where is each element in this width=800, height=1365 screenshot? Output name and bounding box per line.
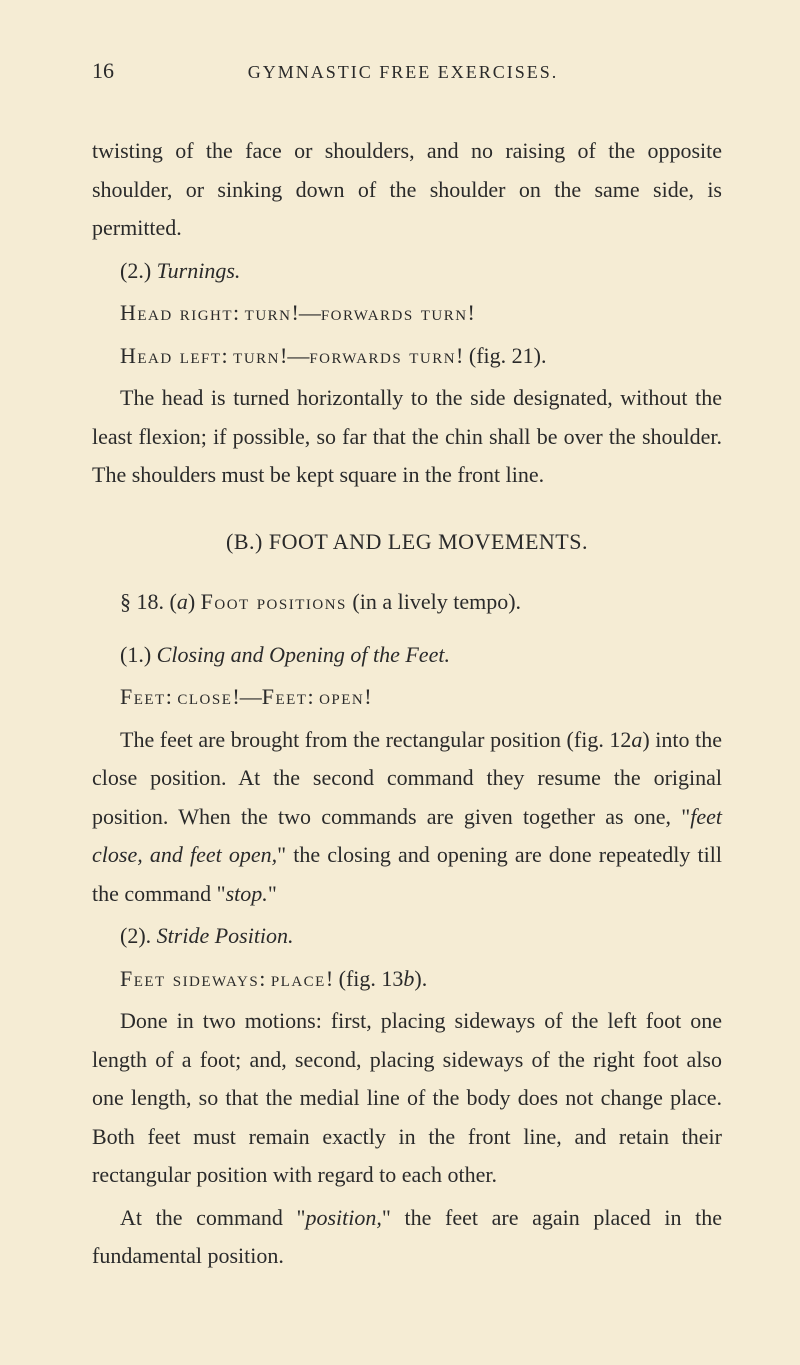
closing-num: (1.) xyxy=(120,642,157,667)
feet-side-b: b xyxy=(403,966,414,991)
running-title: GYMNASTIC FREE EXERCISES. xyxy=(114,62,692,83)
feet-side-fig: ! (fig. 13 xyxy=(326,966,404,991)
section-b-title: (B.) FOOT AND LEG MOVEMENTS. xyxy=(92,523,722,562)
stride-num: (2). xyxy=(120,923,157,948)
para5-pos: position, xyxy=(306,1205,382,1230)
body-text: twisting of the face or shoulders, and n… xyxy=(92,132,722,1276)
feet-side-cmd: place xyxy=(271,966,326,991)
head-left-colon: : xyxy=(222,343,234,368)
feet-open-cmd: open xyxy=(319,684,364,709)
s18-prefix: § 18. ( xyxy=(120,589,177,614)
page-number: 16 xyxy=(92,58,114,84)
s18-a: a xyxy=(177,589,188,614)
stride-description: Done in two motions: first, placing side… xyxy=(92,1002,722,1195)
head-right-excl: ! xyxy=(468,300,475,325)
feet-sideways-command: Feet sideways: place! (fig. 13b). xyxy=(92,960,722,999)
head-right-command: Head right: turn!—forwards turn! xyxy=(92,294,722,333)
feet-close-dash: !— xyxy=(232,684,261,709)
closing-opening-heading: (1.) Closing and Opening of the Feet. xyxy=(92,636,722,675)
s18-foot: Foot positions xyxy=(201,589,347,614)
head-right-turn: turn xyxy=(245,300,292,325)
head-right-colon: : xyxy=(233,300,245,325)
turnings-label: Turnings. xyxy=(157,258,241,283)
head-left-fwd: forwards turn xyxy=(309,343,456,368)
stride-title: Stride Position. xyxy=(157,923,294,948)
position-command-desc: At the command "position," the feet are … xyxy=(92,1199,722,1276)
stride-heading: (2). Stride Position. xyxy=(92,917,722,956)
head-left-turn: turn xyxy=(233,343,280,368)
head-left-command: Head left: turn!—forwards turn! (fig. 21… xyxy=(92,337,722,376)
s18-mid: ) xyxy=(188,589,201,614)
turnings-heading: (2.) Turnings. xyxy=(92,252,722,291)
feet-side-colon: : xyxy=(259,966,271,991)
para3-stop: stop. xyxy=(226,881,268,906)
feet-open-sc: Feet xyxy=(262,684,308,709)
feet-open-colon: : xyxy=(307,684,319,709)
head-right-dash: !— xyxy=(292,300,321,325)
head-right-fwd: forwards turn xyxy=(321,300,468,325)
page-header: 16 GYMNASTIC FREE EXERCISES. xyxy=(92,58,722,84)
feet-close-open-command: Feet: close!—Feet: open! xyxy=(92,678,722,717)
feet-description: The feet are brought from the rectangula… xyxy=(92,721,722,914)
head-left-sc: Head left xyxy=(120,343,222,368)
feet-open-excl: ! xyxy=(364,684,371,709)
feet-close-sc: Feet xyxy=(120,684,166,709)
feet-close-cmd: close xyxy=(177,684,232,709)
s18-end: (in a lively tempo). xyxy=(347,589,521,614)
para3-d: " xyxy=(268,881,277,906)
para3-a-italic: a xyxy=(631,727,642,752)
head-right-sc: Head right xyxy=(120,300,233,325)
turnings-number: (2.) xyxy=(120,258,157,283)
head-turn-description: The head is turned horizontally to the s… xyxy=(92,379,722,495)
feet-close-colon: : xyxy=(166,684,178,709)
para3-a: The feet are brought from the rectangula… xyxy=(120,727,631,752)
head-left-dash: !— xyxy=(280,343,309,368)
feet-side-sc: Feet sideways xyxy=(120,966,259,991)
s18-heading: § 18. (a) Foot positions (in a lively te… xyxy=(92,583,722,622)
paragraph-continuation: twisting of the face or shoulders, and n… xyxy=(92,132,722,248)
head-left-fig: ! (fig. 21). xyxy=(456,343,546,368)
para5-a: At the command " xyxy=(120,1205,306,1230)
feet-side-end: ). xyxy=(414,966,427,991)
closing-title: Closing and Opening of the Feet. xyxy=(157,642,450,667)
